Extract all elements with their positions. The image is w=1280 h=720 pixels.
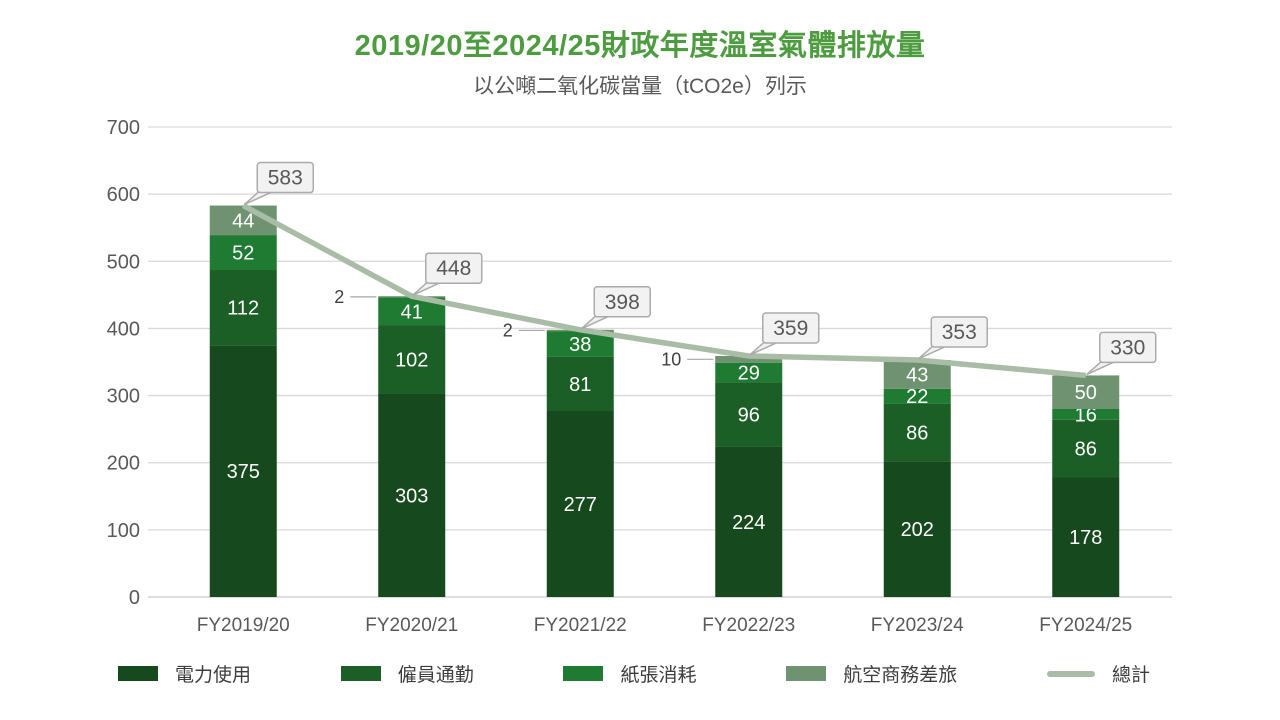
bar-segment-電力使用 [883,461,951,597]
bar-data-label-outside: 2 [503,320,513,340]
callout-box [930,316,988,348]
y-tick-label: 200 [107,453,140,475]
bar-segment-紙張消耗 [209,235,277,271]
legend-label-air-travel: 航空商務差旅 [843,665,958,686]
x-axis-label: FY2021/22 [534,615,627,636]
bar-data-label: 41 [401,301,423,323]
bar-segment-航空商務差旅 [1052,375,1120,409]
chart-subtitle: 以公噸二氧化碳當量（tCO2e）列示 [473,75,807,98]
bar-data-label-outside: 2 [334,287,344,307]
y-tick-label: 400 [107,318,140,340]
bar-data-label-outside: 10 [661,349,681,369]
x-axis-label: FY2024/25 [1039,615,1132,636]
y-tick-label: 500 [107,251,140,273]
legend-label-total: 總計 [1111,665,1150,686]
callout-box [256,161,314,194]
chart-title: 2019/20至2024/25財政年度溫室氣體排放量 [354,30,926,62]
total-line [241,203,1087,379]
bar-data-label: 375 [227,461,260,483]
bar-segment-電力使用 [546,411,614,597]
bar-data-label: 178 [1069,527,1102,549]
bar-segment-紙張消耗 [715,362,783,383]
bar-data-label: 81 [569,374,591,396]
bar-data-label: 43 [906,364,928,386]
y-tick-label: 100 [107,520,140,542]
bar-segment-紙張消耗 [1052,409,1120,420]
bar-segment-電力使用 [378,393,446,597]
bar-data-label: 29 [738,362,760,384]
legend-item-paper: 紙張消耗 [563,660,696,687]
legend-item-commuting: 僱員通勤 [340,660,474,687]
chart-legend: 電力使用 僱員通勤 紙張消耗 航空商務差旅 總計 [118,660,1150,687]
callout-box [1099,331,1157,364]
bar-data-label: 86 [906,423,928,445]
bar-segment-電力使用 [715,446,783,597]
bar-segment-僱員通勤 [209,270,277,346]
bar-data-label: 22 [906,386,928,408]
legend-swatch-electricity [118,666,158,681]
bar-segment-紙張消耗 [883,388,951,404]
x-axis-label: FY2019/20 [197,615,290,636]
bar-data-label: 224 [732,512,765,534]
bar-segment-僱員通勤 [546,356,614,412]
bar-data-label: 202 [901,519,934,541]
y-tick-label: 700 [107,117,140,139]
legend-swatch-paper [563,666,604,681]
y-tick-label: 0 [129,587,140,609]
bar-data-label: 112 [227,298,259,320]
legend-label-paper: 紙張消耗 [620,665,697,686]
legend-swatch-commuting [340,666,381,681]
legend-label-commuting: 僱員通勤 [397,665,474,686]
bar-data-label: 38 [569,334,591,356]
x-axis-label: FY2020/21 [365,615,458,636]
callout-box [593,286,651,318]
callout-total-value: 448 [436,257,471,280]
bar-segment-僱員通勤 [883,403,951,462]
callout-total-value: 398 [605,291,640,314]
callout-total-value: 359 [773,317,808,340]
bar-data-label: 96 [738,404,760,426]
x-axis-label: FY2022/23 [702,615,795,636]
legend-item-electricity: 電力使用 [118,660,251,687]
bar-data-label: 52 [232,243,254,265]
bar-segment-僱員通勤 [378,325,446,394]
legend-label-electricity: 電力使用 [175,665,252,686]
bar-segment-僱員通勤 [715,382,783,447]
bar-data-label: 44 [232,210,254,232]
bar-data-label: 16 [1075,404,1097,426]
bar-segment-航空商務差旅 [715,355,783,363]
callout-total-value: 353 [942,321,977,344]
bar-data-label: 277 [564,494,597,516]
bar-data-label: 102 [395,349,428,371]
emissions-stacked-bar-chart: 0 100 200 300 400 500 600 700 375 112 52 44 FY2019/2… [107,117,1172,636]
bar-data-label: 50 [1075,382,1097,404]
bar-data-label: 303 [395,485,428,507]
bar-segment-電力使用 [1052,477,1120,597]
bar-data-label: 86 [1075,439,1097,461]
y-tick-label: 300 [107,386,140,408]
legend-item-total: 總計 [1046,660,1150,687]
x-axis-label: FY2023/24 [871,615,964,636]
bar-segment-僱員通勤 [1052,419,1120,478]
bar-segment-航空商務差旅 [883,359,951,389]
legend-swatch-total-line [1046,670,1095,677]
callout-total-value: 583 [268,167,303,190]
callout-box [762,312,820,344]
y-tick-label: 600 [107,184,140,206]
callout-box [425,252,483,284]
legend-item-air-travel: 航空商務差旅 [786,660,957,687]
bar-segment-電力使用 [209,345,277,597]
legend-swatch-air-travel [786,666,827,681]
callout-total-value: 330 [1110,336,1145,359]
